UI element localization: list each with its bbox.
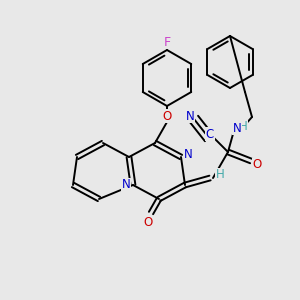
Text: O: O xyxy=(252,158,262,172)
Text: N: N xyxy=(232,122,242,134)
Text: F: F xyxy=(164,35,171,49)
Text: H: H xyxy=(238,121,247,134)
Text: O: O xyxy=(162,110,172,122)
Text: C: C xyxy=(206,128,214,140)
Text: N: N xyxy=(186,110,194,122)
Text: N: N xyxy=(122,178,130,191)
Text: N: N xyxy=(184,148,192,161)
Text: H: H xyxy=(216,169,224,182)
Text: O: O xyxy=(143,217,153,230)
